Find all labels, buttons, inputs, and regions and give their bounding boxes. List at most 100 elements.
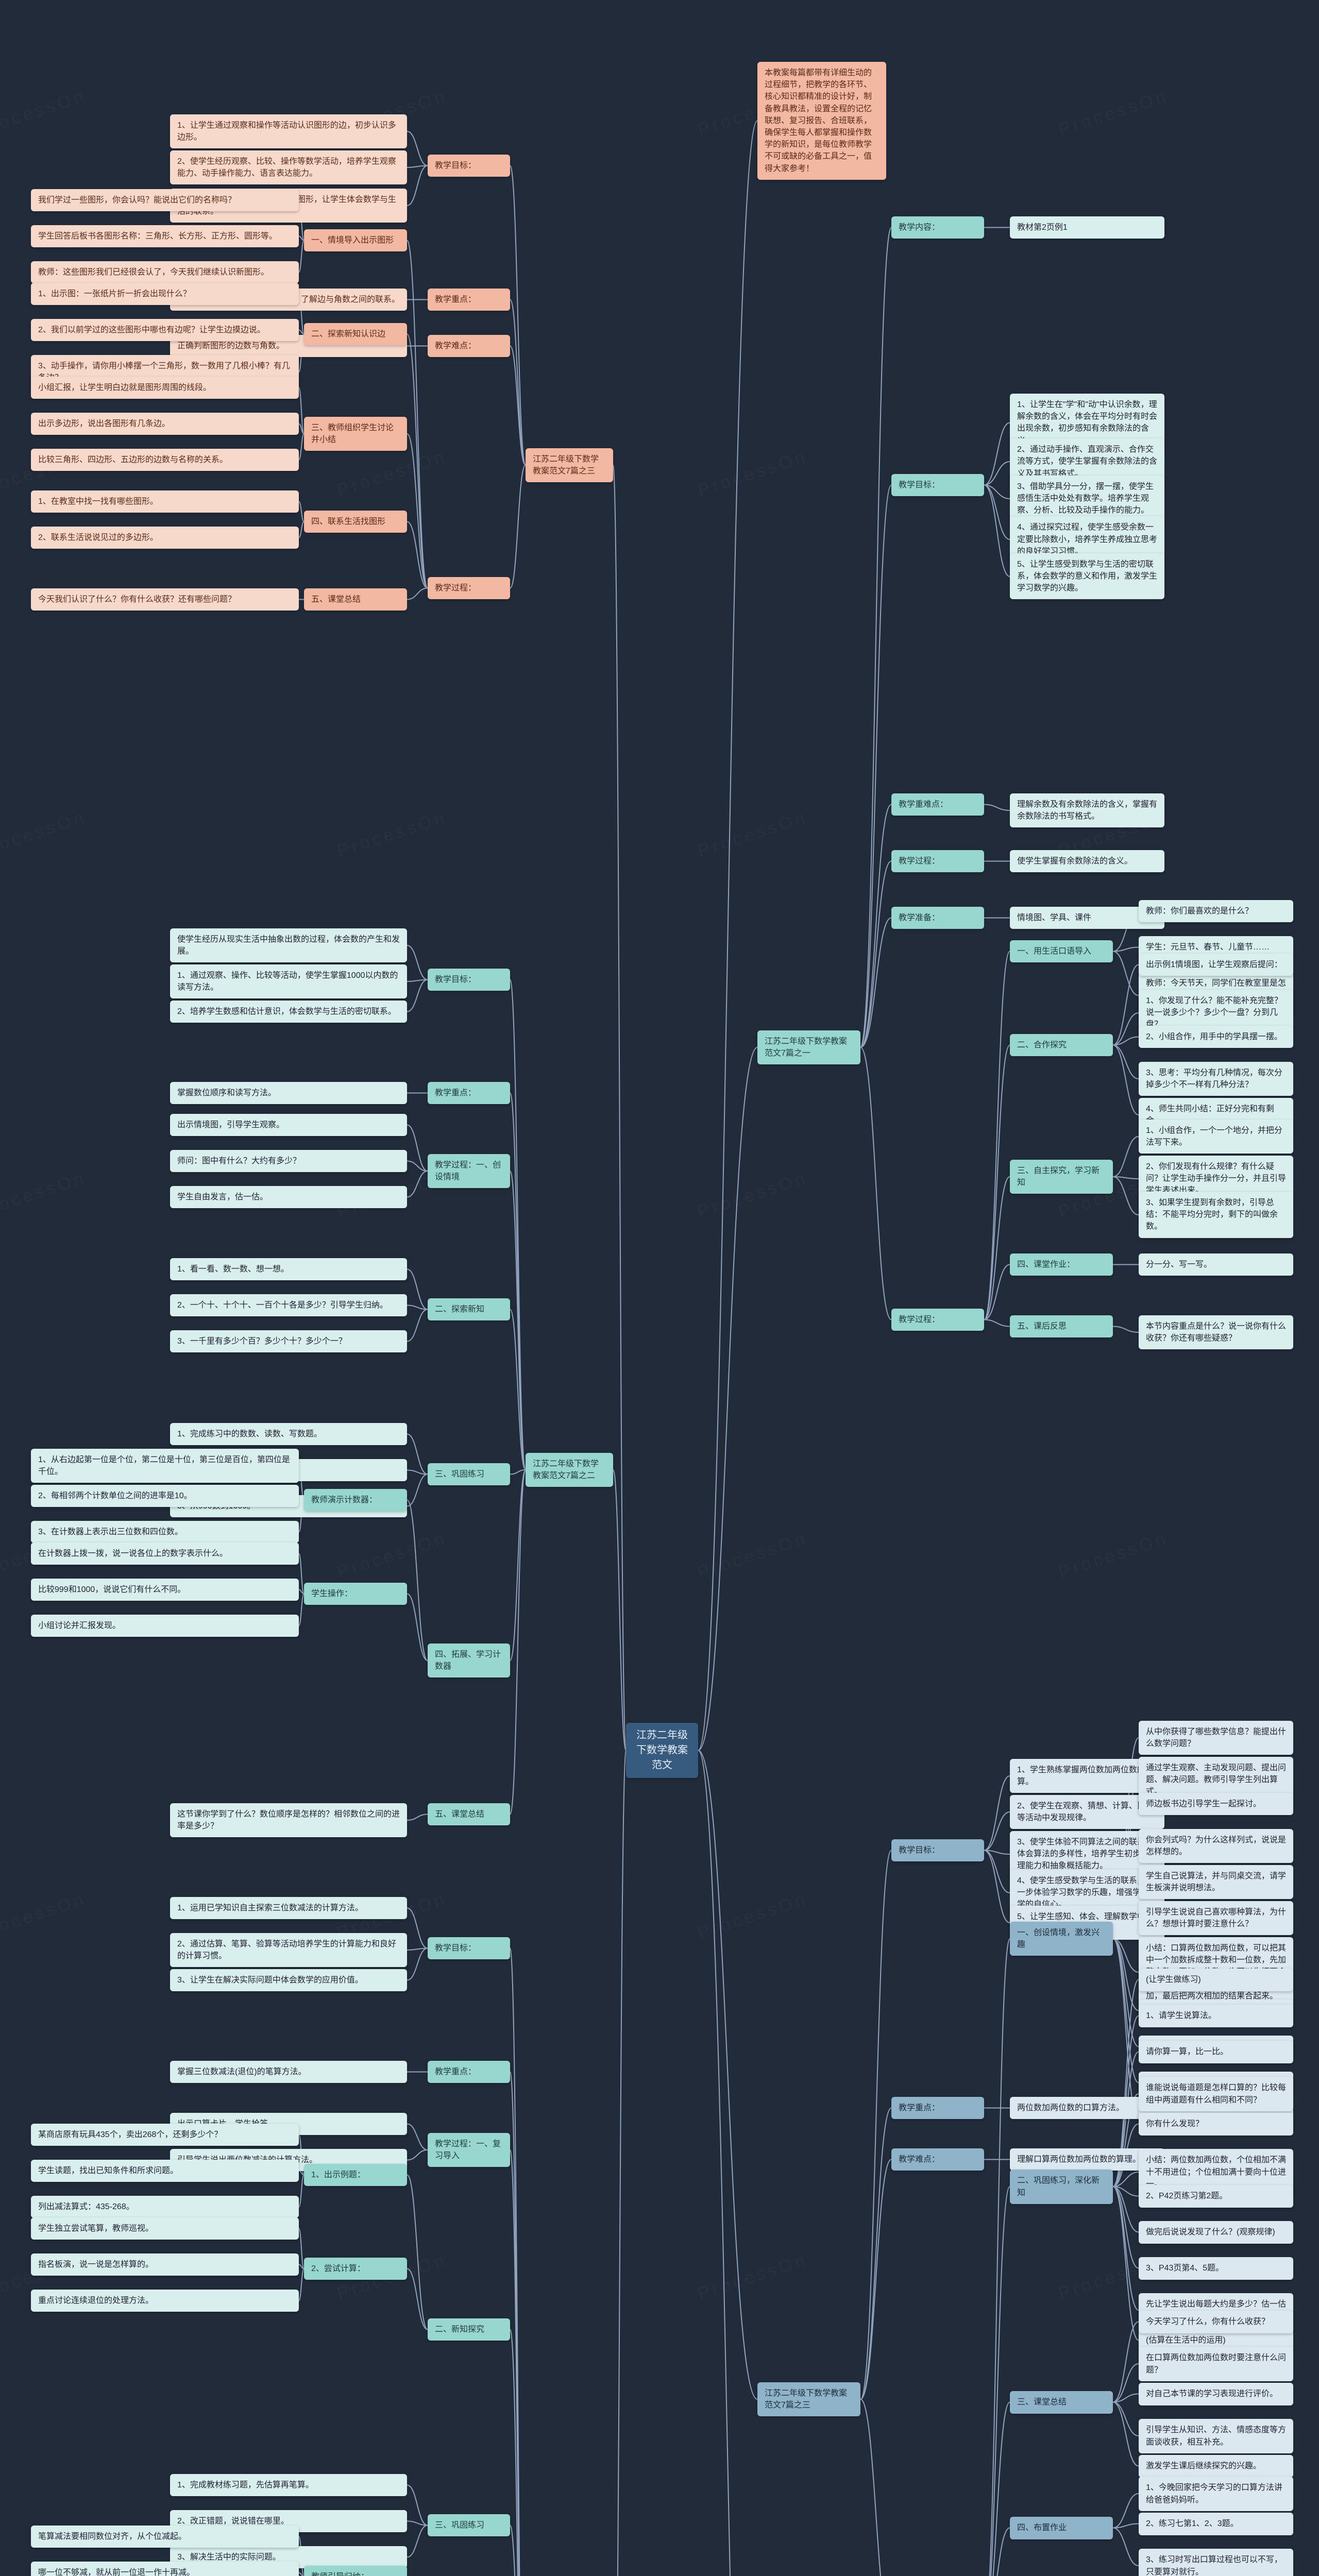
- sub-branch-label: 教师引导归纳：: [304, 2566, 407, 2576]
- leaf-node: 出示多边形，说出各图形有几条边。: [31, 413, 299, 435]
- watermark: ProcessOn: [695, 2250, 810, 2304]
- leaf-node: 比较三角形、四边形、五边形的边数与名称的关系。: [31, 449, 299, 471]
- branch-label: 教学目标：: [891, 474, 984, 496]
- leaf-node: 从中你获得了哪些数学信息？能提出什么数学问题？: [1139, 1721, 1293, 1755]
- sub-branch-label: 学生操作：: [304, 1583, 407, 1605]
- leaf-node: 理解余数及有余数除法的含义，掌握有余数除法的书写格式。: [1010, 793, 1164, 827]
- leaf-node: 学生回答后板书各图形名称：三角形、长方形、正方形、圆形等。: [31, 225, 299, 247]
- branch-label: 教学重点：: [891, 2097, 984, 2119]
- leaf-node: 教材第2页例1: [1010, 216, 1164, 239]
- leaf-node: 小组讨论并汇报发现。: [31, 1615, 299, 1637]
- sub-branch-label: 教师演示计数器：: [304, 1489, 407, 1511]
- branch-label: 教学准备：: [891, 907, 984, 929]
- leaf-node: 这节课你学到了什么？数位顺序是怎样的？相邻数位之间的进率是多少？: [170, 1803, 407, 1837]
- leaf-node: 激发学生课后继续探究的兴趣。: [1139, 2455, 1293, 2477]
- leaf-node: 2、培养学生数感和估计意识，体会数学与生活的密切联系。: [170, 1001, 407, 1023]
- watermark: ProcessOn: [0, 86, 89, 141]
- branch-label: 教学重难点：: [891, 793, 984, 816]
- leaf-node: 笔算减法要相同数位对齐，从个位减起。: [31, 2526, 299, 2548]
- leaf-node: 教师：你们最喜欢的是什么？: [1139, 900, 1293, 922]
- branch-label: 四、拓展、学习计数器: [428, 1643, 510, 1677]
- sub-branch-label: 二、巩固练习，深化新知: [1010, 2170, 1113, 2204]
- leaf-node: 引导学生从知识、方法、情感态度等方面谈收获，相互补充。: [1139, 2419, 1293, 2453]
- root-node: 江苏二年级下数学教案范文: [626, 1723, 698, 1778]
- leaf-node: 3、在计数器上表示出三位数和四位数。: [31, 1521, 299, 1543]
- leaf-node: 2、一个十、十个十、一百个十各是多少？引导学生归纳。: [170, 1294, 407, 1316]
- watermark: ProcessOn: [695, 1889, 810, 1944]
- leaf-node: 今天学习了什么，你有什么收获？: [1139, 2311, 1293, 2333]
- leaf-node: 师问：图中有什么？大约有多少？: [170, 1150, 407, 1172]
- sub-branch-label: 四、课堂作业：: [1010, 1253, 1113, 1276]
- sub-branch-label: 1、出示例题：: [304, 2164, 407, 2186]
- leaf-node: 1、请学生说算法。: [1139, 2005, 1293, 2027]
- sub-branch-label: 一、创设情境，激发兴趣: [1010, 1922, 1113, 1956]
- branch-label: 教学难点：: [428, 335, 510, 357]
- branch-label: 教学过程：: [891, 1309, 984, 1331]
- branch-label: 教学难点：: [891, 2148, 984, 2171]
- section-title: 江苏二年级下数学教案范文7篇之三: [526, 448, 613, 482]
- leaf-node: 1、完成教材练习题，先估算再笔算。: [170, 2474, 407, 2496]
- watermark: ProcessOn: [1056, 86, 1171, 141]
- watermark: ProcessOn: [334, 447, 449, 501]
- watermark: ProcessOn: [334, 1529, 449, 1583]
- leaf-node: 某商店原有玩具435个，卖出268个，还剩多少个？: [31, 2124, 299, 2146]
- branch-label: 二、新知探究: [428, 2318, 510, 2341]
- leaf-node: 教师：这些图形我们已经很会认了，今天我们继续认识新图形。: [31, 261, 299, 283]
- leaf-node: 1、出示图：一张纸片折一折会出现什么？: [31, 283, 299, 305]
- leaf-node: 2、联系生活说说见过的多边形。: [31, 527, 299, 549]
- branch-label: 教学过程：一、复习导入: [428, 2133, 510, 2167]
- leaf-node: 做完后说说发现了什么？(观察规律): [1139, 2221, 1293, 2243]
- leaf-node: 引导学生说说自己喜欢哪种算法，为什么？想想计算时要注意什么？: [1139, 1901, 1293, 1935]
- branch-label: 教学重点：: [428, 1082, 510, 1104]
- leaf-node: 小组汇报，让学生明白边就是图形周围的线段。: [31, 377, 299, 399]
- watermark: ProcessOn: [334, 807, 449, 862]
- leaf-node: 2、使学生经历观察、比较、操作等数学活动，培养学生观察能力、动手操作能力、语言表…: [170, 150, 407, 184]
- leaf-node: 本节内容重点是什么？说一说你有什么收获？你还有哪些疑惑？: [1139, 1315, 1293, 1349]
- leaf-node: 3、思考：平均分有几种情况，每次分掉多少个不一样有几种分法？: [1139, 1062, 1293, 1096]
- branch-label: 五、课堂总结: [428, 1803, 510, 1825]
- leaf-node: 在口算两位数加两位数时要注意什么问题？: [1139, 2347, 1293, 2381]
- leaf-node: 学生独立尝试笔算，教师巡视。: [31, 2217, 299, 2240]
- branch-label: 教学目标：: [428, 155, 510, 177]
- leaf-node: 2、通过估算、笔算、验算等活动培养学生的计算能力和良好的计算习惯。: [170, 1933, 407, 1967]
- leaf-node: 对自己本节课的学习表现进行评价。: [1139, 2383, 1293, 2405]
- leaf-node: (让学生做练习): [1139, 1969, 1293, 1991]
- leaf-node: 指名板演，说一说是怎样算的。: [31, 2253, 299, 2276]
- leaf-node: 3、一千里有多少个百？多少个十？多少个一？: [170, 1330, 407, 1352]
- leaf-node: 2、P42页练习第2题。: [1139, 2185, 1293, 2207]
- leaf-node: 请你算一算，比一比。: [1139, 2041, 1293, 2063]
- watermark: ProcessOn: [695, 807, 810, 862]
- leaf-node: 掌握数位顺序和读写方法。: [170, 1082, 407, 1104]
- leaf-node: 我们学过一些图形，你会认吗？能说出它们的名称吗？: [31, 189, 299, 211]
- watermark: ProcessOn: [0, 807, 89, 862]
- branch-label: 教学目标：: [891, 1839, 984, 1861]
- leaf-node: 5、让学生感受到数学与生活的密切联系，体会数学的意义和作用，激发学生学习数学的兴…: [1010, 553, 1164, 600]
- branch-label: 二、探索新知: [428, 1298, 510, 1320]
- branch-label: 教学过程：: [891, 850, 984, 872]
- leaf-node: 2、每相邻两个计数单位之间的进率是10。: [31, 1485, 299, 1507]
- branch-label: 三、巩固练习: [428, 1463, 510, 1485]
- leaf-node: 1、今晚回家把今天学习的口算方法讲给爸爸妈妈听。: [1139, 2477, 1293, 2511]
- leaf-node: 学生自由发言，估一估。: [170, 1186, 407, 1208]
- leaf-node: 1、看一看、数一数、想一想。: [170, 1258, 407, 1280]
- watermark: ProcessOn: [695, 1529, 810, 1583]
- watermark: ProcessOn: [695, 1168, 810, 1223]
- leaf-node: 哪一位不够减，就从前一位退一作十再减。: [31, 2562, 299, 2576]
- sub-branch-label: 五、课堂总结: [304, 588, 407, 611]
- branch-label: 教学内容：: [891, 216, 984, 239]
- leaf-node: 出示例1情境图，让学生观察后提问：: [1139, 954, 1293, 976]
- leaf-node: 3、借助学具分一分，摆一摆，使学生感悟生活中处处有数学。培养学生观察、分析、比较…: [1010, 476, 1164, 522]
- sub-branch-label: 五、课后反思: [1010, 1315, 1113, 1337]
- leaf-node: 分一分、写一写。: [1139, 1253, 1293, 1276]
- leaf-node: 1、运用已学知识自主探索三位数减法的计算方法。: [170, 1897, 407, 1919]
- leaf-node: 今天我们认识了什么？你有什么收获？还有哪些问题？: [31, 588, 299, 611]
- leaf-node: 2、练习七第1、2、3题。: [1139, 2513, 1293, 2535]
- branch-label: 三、巩固练习: [428, 2514, 510, 2536]
- leaf-node: 使学生掌握有余数除法的含义。: [1010, 850, 1164, 872]
- leaf-node: 1、完成练习中的数数、读数、写数题。: [170, 1423, 407, 1445]
- branch-label: 教学过程：: [428, 577, 510, 599]
- leaf-node: 师边板书边引导学生一起探讨。: [1139, 1793, 1293, 1815]
- leaf-node: 在计数器上拨一拨，说一说各位上的数字表示什么。: [31, 1543, 299, 1565]
- leaf-node: 3、P43页第4、5题。: [1139, 2257, 1293, 2279]
- leaf-node: 2、小组合作，用手中的学具摆一摆。: [1139, 1026, 1293, 1048]
